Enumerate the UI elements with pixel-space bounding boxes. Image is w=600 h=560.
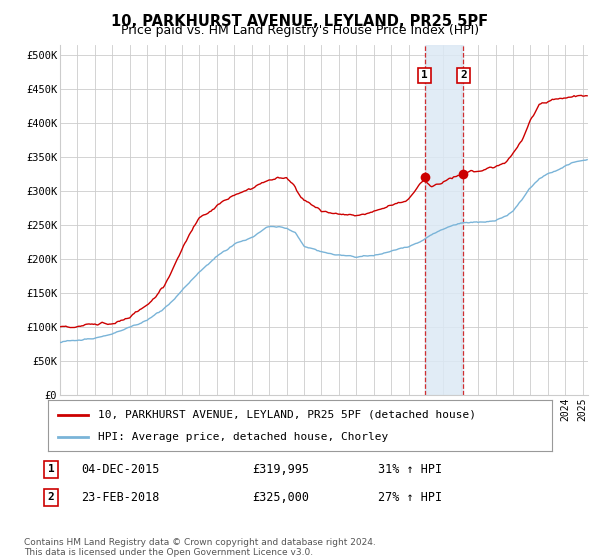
Text: 23-FEB-2018: 23-FEB-2018 bbox=[81, 491, 160, 504]
Text: HPI: Average price, detached house, Chorley: HPI: Average price, detached house, Chor… bbox=[98, 432, 389, 442]
Text: 10, PARKHURST AVENUE, LEYLAND, PR25 5PF: 10, PARKHURST AVENUE, LEYLAND, PR25 5PF bbox=[112, 14, 488, 29]
Text: 10, PARKHURST AVENUE, LEYLAND, PR25 5PF (detached house): 10, PARKHURST AVENUE, LEYLAND, PR25 5PF … bbox=[98, 409, 476, 419]
Text: £325,000: £325,000 bbox=[252, 491, 309, 504]
Text: 27% ↑ HPI: 27% ↑ HPI bbox=[378, 491, 442, 504]
Text: 2: 2 bbox=[460, 71, 467, 81]
Text: 31% ↑ HPI: 31% ↑ HPI bbox=[378, 463, 442, 476]
Text: 2: 2 bbox=[47, 492, 55, 502]
Text: Price paid vs. HM Land Registry's House Price Index (HPI): Price paid vs. HM Land Registry's House … bbox=[121, 24, 479, 37]
Bar bbox=[425, 45, 463, 395]
Text: £319,995: £319,995 bbox=[252, 463, 309, 476]
Text: 1: 1 bbox=[421, 71, 428, 81]
Text: Contains HM Land Registry data © Crown copyright and database right 2024.
This d: Contains HM Land Registry data © Crown c… bbox=[24, 538, 376, 557]
Text: 04-DEC-2015: 04-DEC-2015 bbox=[81, 463, 160, 476]
Text: 1: 1 bbox=[47, 464, 55, 474]
